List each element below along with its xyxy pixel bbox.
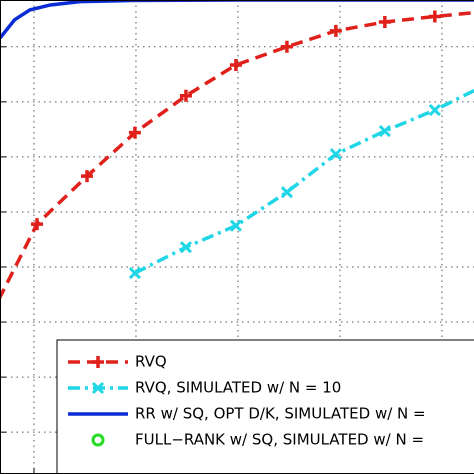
- marker-shape: [179, 241, 193, 254]
- marker: [428, 10, 441, 23]
- marker-shape: [229, 219, 242, 232]
- marker: [229, 58, 242, 71]
- marker-shape: [179, 89, 192, 102]
- series-line: [134, 88, 474, 275]
- legend: RVQ RVQ, SIMULATED w/ N = 10 RR w/ SQ, OPT…: [56, 339, 474, 474]
- marker-shape: [378, 16, 391, 29]
- marker-shape: [329, 24, 342, 37]
- marker: [91, 433, 105, 447]
- marker-shape: [378, 124, 391, 138]
- marker-shape: [91, 381, 105, 395]
- marker-shape: [229, 58, 242, 71]
- marker: [329, 148, 342, 161]
- marker: [128, 266, 142, 280]
- marker: [31, 218, 44, 231]
- marker-shape: [428, 10, 441, 23]
- legend-label: RR w/ SQ, OPT D/K, SIMULATED w/ N =: [135, 405, 426, 423]
- marker-shape: [329, 148, 342, 161]
- marker-shape: [428, 104, 441, 117]
- marker: [92, 356, 104, 368]
- marker: [229, 219, 242, 232]
- marker-shape: [92, 356, 104, 368]
- marker: [280, 186, 293, 199]
- series-line: [0, 10, 474, 301]
- marker: [179, 89, 192, 102]
- legend-label: RVQ: [135, 353, 167, 371]
- marker-shape: [128, 266, 142, 280]
- marker-shape: [81, 170, 94, 183]
- marker: [378, 124, 391, 138]
- marker-shape: [280, 40, 293, 53]
- marker-shape: [31, 218, 44, 231]
- marker: [81, 170, 94, 183]
- legend-label: RVQ, SIMULATED w/ N = 10: [135, 379, 341, 397]
- legend-label: FULL−RANK w/ SQ, SIMULATED w/ N =: [135, 431, 424, 449]
- marker: [428, 104, 441, 117]
- marker: [378, 16, 391, 29]
- marker-shape: [128, 126, 141, 139]
- marker: [91, 381, 105, 395]
- series-line: [0, 0, 474, 40]
- marker: [179, 241, 193, 254]
- marker-shape: [280, 186, 293, 199]
- marker: [329, 24, 342, 37]
- marker: [280, 40, 293, 53]
- marker: [128, 126, 141, 139]
